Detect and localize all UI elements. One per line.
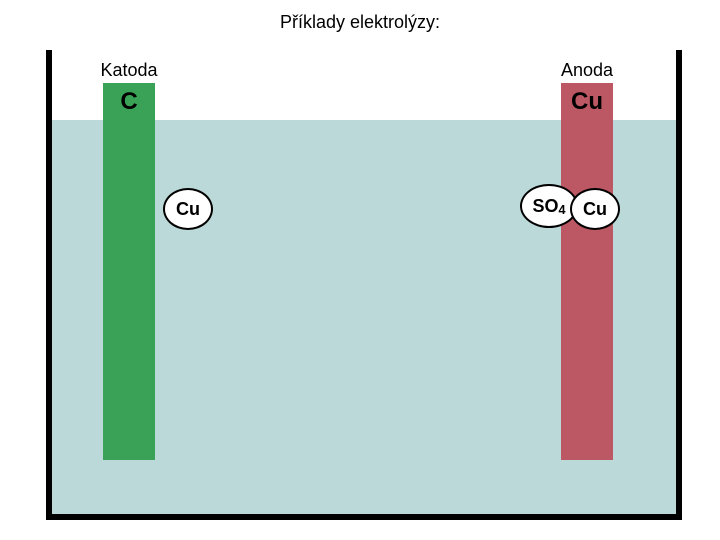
ion-cu: Cu (163, 188, 213, 230)
anode-label: Anoda (556, 58, 618, 83)
diagram-title: Příklady elektrolýzy: (0, 12, 720, 33)
cathode-electrode (103, 82, 155, 460)
ion-cu: Cu (570, 188, 620, 230)
cathode-label: Katoda (96, 58, 162, 83)
cathode-symbol: C (103, 88, 155, 116)
anode-symbol: Cu (561, 88, 613, 116)
anode-electrode (561, 82, 613, 460)
